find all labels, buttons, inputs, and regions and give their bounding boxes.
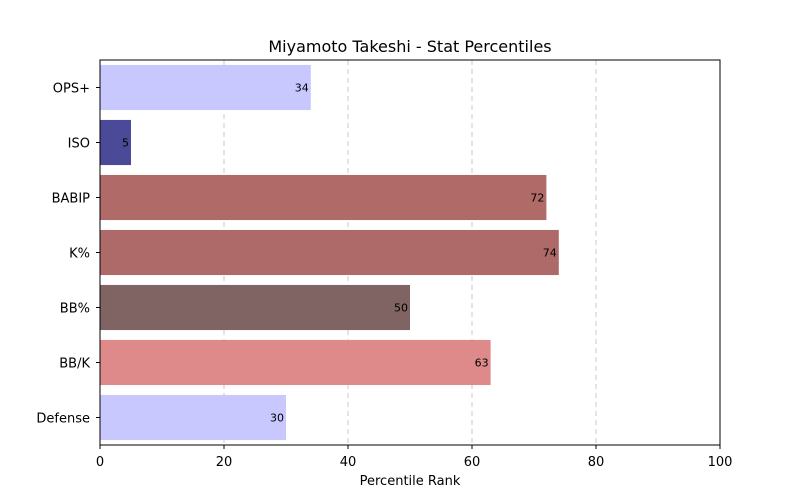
- bar-value-label: 30: [270, 412, 284, 425]
- bar: [100, 284, 410, 331]
- bars: 34 5 72 74 50 63 30: [100, 64, 559, 441]
- bar: [100, 229, 559, 276]
- bar-value-label: 50: [394, 302, 408, 315]
- bar: [100, 64, 311, 111]
- bar-value-label: 74: [543, 247, 557, 260]
- y-tick-label: BB%: [60, 302, 90, 317]
- bar: [100, 339, 491, 386]
- y-axis-ticks: OPS+ ISO BABIP K% BB% BB/K Defense: [36, 82, 100, 427]
- x-tick-label: 40: [340, 455, 357, 470]
- x-tick-label: 100: [708, 455, 733, 470]
- x-axis-label: Percentile Rank: [360, 474, 461, 489]
- bar: [100, 119, 131, 166]
- bar: [100, 174, 547, 221]
- bar-value-label: 34: [295, 82, 309, 95]
- x-axis-ticks: 0 20 40 60 80 100: [96, 445, 733, 470]
- y-tick-label: K%: [69, 247, 90, 262]
- bar: [100, 394, 286, 441]
- x-tick-label: 60: [464, 455, 481, 470]
- y-tick-label: OPS+: [53, 82, 90, 97]
- x-tick-label: 0: [96, 455, 104, 470]
- bar-value-label: 5: [122, 137, 129, 150]
- chart-title: Miyamoto Takeshi - Stat Percentiles: [268, 37, 551, 56]
- bar-value-label: 63: [475, 357, 489, 370]
- bar-value-label: 72: [530, 192, 544, 205]
- y-tick-label: Defense: [36, 412, 90, 427]
- x-tick-label: 20: [216, 455, 233, 470]
- x-tick-label: 80: [588, 455, 605, 470]
- y-tick-label: BABIP: [52, 192, 91, 207]
- y-tick-label: BB/K: [59, 357, 90, 372]
- y-tick-label: ISO: [68, 137, 90, 152]
